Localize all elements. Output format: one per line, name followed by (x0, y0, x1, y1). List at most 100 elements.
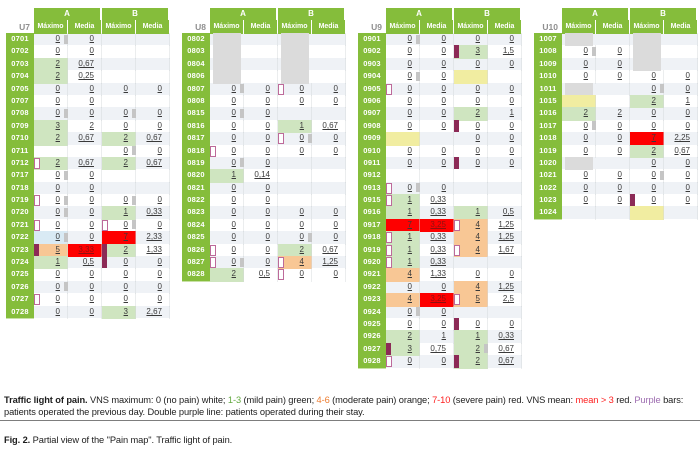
vns-max-value-link[interactable]: 1 (123, 207, 128, 217)
vns-max-value-link[interactable]: 0 (55, 46, 60, 56)
vns-media-value-link[interactable]: 0,67 (78, 133, 94, 143)
vns-media-value-link[interactable]: 0 (265, 133, 270, 143)
vns-max-value-link[interactable]: 0 (407, 46, 412, 56)
vns-max-value-link[interactable]: 0 (651, 195, 656, 205)
vns-max-value-link[interactable]: 2 (123, 157, 128, 167)
vns-max-value-link[interactable]: 3 (475, 46, 480, 56)
vns-max-value-link[interactable]: 0 (123, 195, 128, 205)
vns-max-value-link[interactable]: 3 (407, 343, 412, 353)
vns-media-value-link[interactable]: 0,67 (146, 157, 162, 167)
vns-max-value-link[interactable]: 2 (475, 108, 480, 118)
vns-max-value-link[interactable]: 0 (55, 269, 60, 279)
vns-max-value-link[interactable]: 0 (407, 356, 412, 366)
vns-media-value-link[interactable]: 0 (89, 83, 94, 93)
vns-media-value-link[interactable]: 0,67 (498, 356, 514, 366)
vns-max-value-link[interactable]: 0 (231, 83, 236, 93)
vns-max-value-link[interactable]: 0 (475, 269, 480, 279)
vns-max-value-link[interactable]: 0 (583, 46, 588, 56)
vns-max-value-link[interactable]: 0 (299, 95, 304, 105)
vns-max-value-link[interactable]: 3 (55, 120, 60, 130)
vns-max-value-link[interactable]: 1 (407, 232, 412, 242)
vns-media-value-link[interactable]: 3,33 (78, 244, 94, 254)
vns-max-value-link[interactable]: 0 (123, 219, 128, 229)
vns-media-value-link[interactable]: 0 (441, 95, 446, 105)
vns-media-value-link[interactable]: 0,5 (82, 257, 94, 267)
vns-media-value-link[interactable]: 0 (157, 219, 162, 229)
vns-max-value-link[interactable]: 2 (583, 108, 588, 118)
vns-max-value-link[interactable]: 2 (475, 343, 480, 353)
vns-max-value-link[interactable]: 2 (55, 133, 60, 143)
vns-max-value-link[interactable]: 0 (55, 83, 60, 93)
vns-media-value-link[interactable]: 0 (441, 58, 446, 68)
vns-media-value-link[interactable]: 0 (685, 108, 690, 118)
vns-media-value-link[interactable]: 2,25 (674, 133, 690, 143)
vns-max-value-link[interactable]: 0 (123, 83, 128, 93)
vns-max-value-link[interactable]: 5 (475, 294, 480, 304)
vns-max-value-link[interactable]: 0 (475, 34, 480, 43)
vns-max-value-link[interactable]: 4 (475, 232, 480, 242)
vns-media-value-link[interactable]: 0,5 (258, 269, 270, 279)
vns-media-value-link[interactable]: 0 (333, 95, 338, 105)
vns-max-value-link[interactable]: 0 (231, 257, 236, 267)
vns-media-value-link[interactable]: 0 (617, 182, 622, 192)
vns-max-value-link[interactable]: 0 (231, 232, 236, 242)
vns-max-value-link[interactable]: 0 (123, 294, 128, 304)
vns-media-value-link[interactable]: 0 (157, 195, 162, 205)
vns-max-value-link[interactable]: 0 (55, 232, 60, 242)
vns-media-value-link[interactable]: 1,25 (498, 232, 514, 242)
vns-max-value-link[interactable]: 7 (407, 219, 412, 229)
vns-media-value-link[interactable]: 0 (441, 281, 446, 291)
vns-max-value-link[interactable]: 0 (55, 294, 60, 304)
vns-media-value-link[interactable]: 0 (265, 207, 270, 217)
vns-max-value-link[interactable]: 0 (123, 145, 128, 155)
vns-media-value-link[interactable]: 0 (157, 83, 162, 93)
vns-max-value-link[interactable]: 4 (475, 281, 480, 291)
vns-media-value-link[interactable]: 0 (509, 58, 514, 68)
vns-max-value-link[interactable]: 0 (231, 219, 236, 229)
vns-media-value-link[interactable]: 0,33 (146, 207, 162, 217)
vns-media-value-link[interactable]: 0 (617, 120, 622, 130)
vns-max-value-link[interactable]: 0 (231, 244, 236, 254)
vns-max-value-link[interactable]: 0 (475, 318, 480, 328)
vns-max-value-link[interactable]: 0 (123, 120, 128, 130)
vns-max-value-link[interactable]: 0 (651, 182, 656, 192)
vns-media-value-link[interactable]: 0,14 (254, 170, 270, 180)
vns-media-value-link[interactable]: 0 (89, 207, 94, 217)
vns-media-value-link[interactable]: 0 (441, 157, 446, 167)
vns-max-value-link[interactable]: 0 (55, 34, 60, 43)
vns-media-value-link[interactable]: 0 (441, 71, 446, 81)
vns-max-value-link[interactable]: 2 (407, 331, 412, 341)
vns-media-value-link[interactable]: 0,33 (430, 232, 446, 242)
vns-media-value-link[interactable]: 3,25 (430, 294, 446, 304)
vns-max-value-link[interactable]: 7 (651, 133, 656, 143)
vns-media-value-link[interactable]: 1,33 (146, 244, 162, 254)
vns-media-value-link[interactable]: 0 (157, 269, 162, 279)
vns-max-value-link[interactable]: 0 (231, 108, 236, 118)
vns-media-value-link[interactable]: 0 (509, 34, 514, 43)
vns-media-value-link[interactable]: 0 (89, 306, 94, 316)
vns-max-value-link[interactable]: 0 (475, 83, 480, 93)
vns-media-value-link[interactable]: 0 (265, 95, 270, 105)
vns-max-value-link[interactable]: 2 (231, 269, 236, 279)
vns-media-value-link[interactable]: 0 (617, 58, 622, 68)
vns-media-value-link[interactable]: 0 (509, 157, 514, 167)
vns-media-value-link[interactable]: 0 (265, 182, 270, 192)
vns-media-value-link[interactable]: 0 (265, 219, 270, 229)
vns-media-value-link[interactable]: 0,67 (498, 343, 514, 353)
vns-media-value-link[interactable]: 2,67 (146, 306, 162, 316)
vns-max-value-link[interactable]: 0 (407, 34, 412, 43)
vns-media-value-link[interactable]: 0 (441, 318, 446, 328)
vns-media-value-link[interactable]: 0,5 (502, 207, 514, 217)
vns-max-value-link[interactable]: 0 (583, 195, 588, 205)
vns-max-value-link[interactable]: 0 (407, 182, 412, 192)
vns-max-value-link[interactable]: 0 (123, 108, 128, 118)
vns-media-value-link[interactable]: 0 (685, 170, 690, 180)
vns-max-value-link[interactable]: 2 (55, 71, 60, 81)
vns-max-value-link[interactable]: 0 (475, 145, 480, 155)
vns-max-value-link[interactable]: 4 (475, 219, 480, 229)
vns-max-value-link[interactable]: 2 (475, 356, 480, 366)
vns-max-value-link[interactable]: 3 (123, 306, 128, 316)
vns-media-value-link[interactable]: 0 (333, 269, 338, 279)
vns-media-value-link[interactable]: 0 (157, 108, 162, 118)
vns-max-value-link[interactable]: 0 (299, 133, 304, 143)
